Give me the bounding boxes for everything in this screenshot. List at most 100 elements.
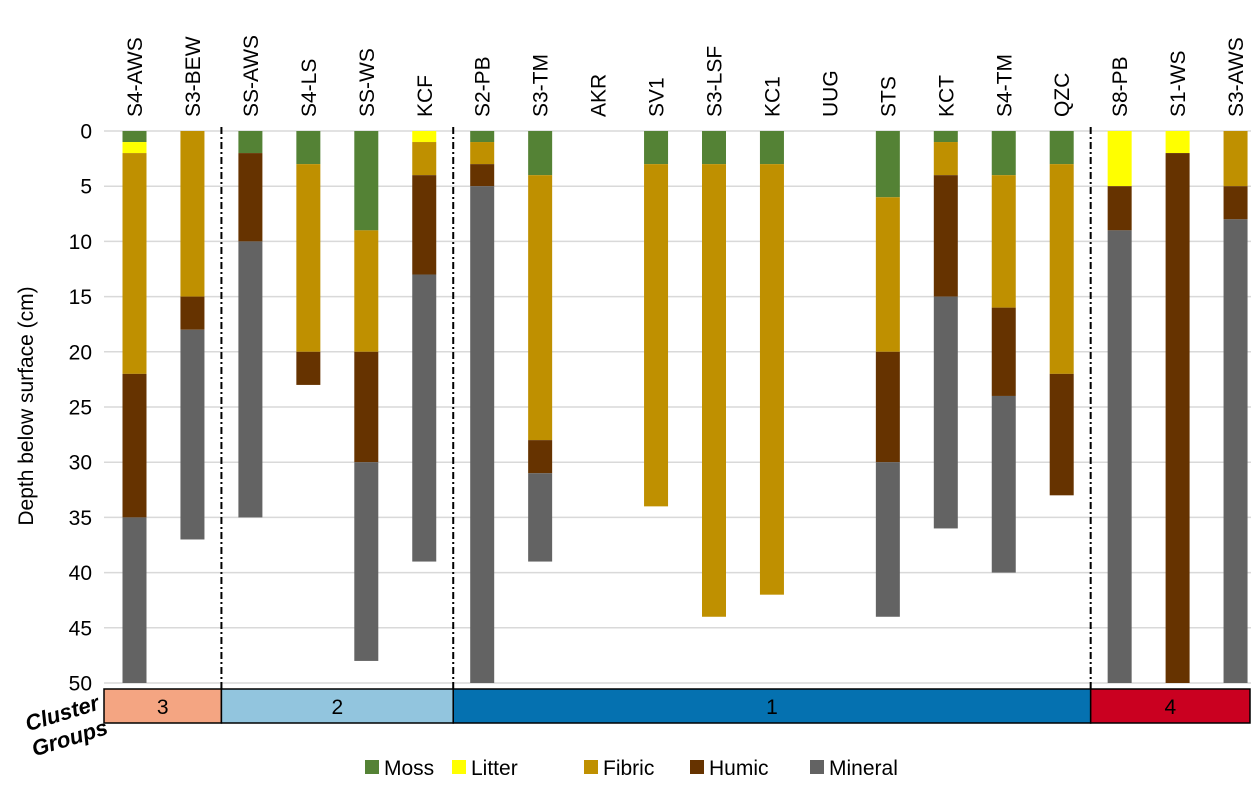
bar-segment-moss	[296, 131, 321, 165]
site-labels: S4-AWS S3-BEW SS-AWS S4-LS SS-WS KCF S2-PB S3-T…	[124, 35, 1248, 117]
y-tick-label: 15	[69, 286, 92, 309]
bar-segment-humic	[470, 164, 495, 187]
bar-segment-fibric	[933, 142, 958, 176]
bar-segment-humic	[991, 307, 1016, 396]
bar-segment-humic	[933, 175, 958, 297]
profile-SS-WS	[354, 131, 379, 661]
profile-S4-AWS	[122, 131, 147, 683]
legend-label-humic: Humic	[709, 757, 769, 780]
y-tick-label: 30	[69, 452, 92, 475]
y-tick-labels: 0 5 10 15 20 25 30 35 40 45 50	[69, 121, 92, 696]
bar-segment-mineral	[528, 473, 553, 562]
site-label: KCT	[935, 75, 958, 117]
profile-S8-PB	[1107, 131, 1132, 684]
cluster-group-box	[1089, 688, 1251, 724]
site-label: S4-LS	[298, 59, 321, 117]
cluster-group-label: 4	[1164, 696, 1176, 719]
legend-swatch-moss	[365, 760, 379, 774]
legend: Moss Litter Fibric Humic Mineral	[365, 757, 898, 780]
bar-segment-moss	[933, 131, 958, 143]
profile-S2-PB	[470, 131, 495, 683]
y-tick-label: 35	[69, 507, 92, 530]
profile-SV1	[644, 131, 669, 507]
bar-segment-mineral	[354, 462, 379, 661]
cluster-group-box	[220, 688, 454, 724]
profile-S3-TM	[528, 131, 553, 562]
profile-QZC	[1049, 131, 1074, 496]
bar-segment-humic	[122, 373, 147, 518]
y-tick-label: 0	[80, 121, 92, 144]
profile-KCT	[933, 131, 958, 529]
profile-KCF	[412, 131, 437, 562]
site-label: KCF	[414, 75, 437, 117]
bar-segment-mineral	[1107, 230, 1132, 684]
bar-segment-fibric	[180, 131, 205, 297]
bar-segment-litter	[122, 142, 147, 154]
bar-segment-humic	[1107, 186, 1132, 231]
cluster-group-label: 3	[157, 696, 169, 719]
site-label: KC1	[761, 76, 784, 117]
bar-segment-humic	[528, 440, 553, 474]
bar-segment-moss	[528, 131, 553, 176]
cluster-group-box	[452, 688, 1092, 724]
site-label: S4-TM	[993, 54, 1016, 117]
bar-segment-mineral	[412, 274, 437, 562]
site-label: S3-LSF	[704, 46, 727, 117]
bar-segment-mineral	[180, 329, 205, 540]
site-label: S3-BEW	[182, 36, 205, 117]
cluster-groups-bar: 3 2 1 4	[103, 688, 1251, 724]
cluster-group-label: 2	[331, 696, 343, 719]
site-label: SS-WS	[356, 48, 379, 117]
legend-swatch-mineral	[810, 760, 824, 774]
bar-segment-fibric	[528, 175, 553, 441]
bar-segment-fibric	[1223, 131, 1248, 187]
bar-segment-moss	[759, 131, 784, 165]
bar-segment-humic	[296, 351, 321, 385]
profile-S3-BEW	[180, 131, 205, 540]
bar-segment-mineral	[122, 517, 147, 683]
bar-segment-moss	[354, 131, 379, 231]
profile-KC1	[759, 131, 784, 595]
y-tick-label: 20	[69, 341, 92, 364]
cluster-groups-title: Cluster Groups	[22, 690, 111, 762]
bar-segment-humic	[180, 296, 205, 330]
bar-segment-fibric	[644, 164, 669, 507]
profile-S1-WS	[1165, 131, 1190, 683]
bar-segment-fibric	[470, 142, 495, 165]
site-label: S2-PB	[472, 56, 495, 117]
bar-segment-fibric	[759, 164, 784, 595]
site-label: S4-AWS	[124, 37, 147, 117]
legend-label-moss: Moss	[384, 757, 434, 780]
bar-segment-fibric	[991, 175, 1016, 308]
bar-segment-humic	[1049, 373, 1074, 496]
site-label: S1-WS	[1167, 50, 1190, 117]
bar-segment-humic	[1223, 186, 1248, 220]
bar-segment-litter	[1107, 131, 1132, 187]
bar-segment-moss	[470, 131, 495, 143]
site-label: S8-PB	[1109, 56, 1132, 117]
bar-segment-humic	[354, 351, 379, 463]
bar-segment-fibric	[122, 153, 147, 374]
profile-S4-TM	[991, 131, 1016, 573]
y-tick-label: 5	[80, 176, 92, 199]
site-label: AKR	[588, 74, 611, 117]
bar-segment-moss	[875, 131, 900, 198]
profile-S3-AWS	[1223, 131, 1248, 683]
y-tick-label: 50	[69, 673, 92, 696]
bar-segment-mineral	[238, 241, 263, 518]
bar-segment-fibric	[296, 164, 321, 352]
legend-swatch-litter	[452, 760, 466, 774]
bar-segment-fibric	[412, 142, 437, 176]
site-label: STS	[877, 76, 900, 117]
y-tick-label: 10	[69, 231, 92, 254]
profile-S3-LSF	[702, 131, 726, 617]
bar-segment-moss	[702, 131, 726, 165]
bar-segment-mineral	[991, 395, 1016, 573]
legend-label-fibric: Fibric	[603, 757, 654, 780]
bar-segment-moss	[1049, 131, 1074, 165]
legend-label-litter: Litter	[471, 757, 518, 780]
bar-segment-mineral	[933, 296, 958, 529]
bars	[122, 131, 1248, 684]
bar-segment-humic	[875, 351, 900, 463]
site-label: SS-AWS	[240, 35, 263, 117]
